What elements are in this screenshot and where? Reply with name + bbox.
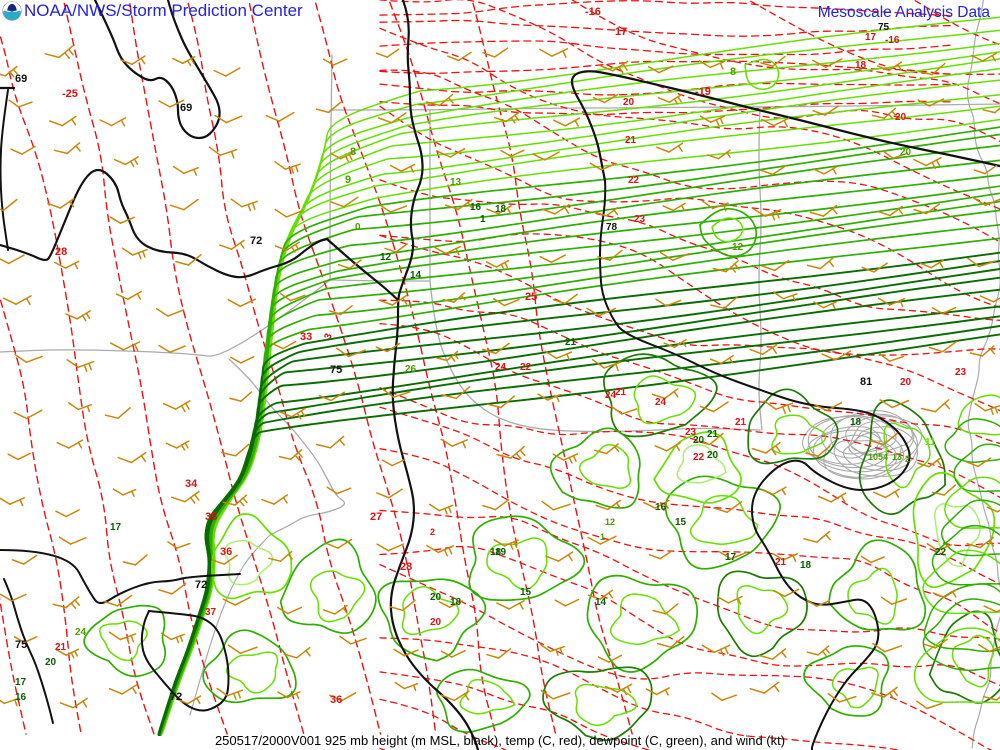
svg-text:13: 13 [892,452,902,462]
svg-text:20: 20 [45,657,57,668]
svg-text:33: 33 [300,331,312,343]
svg-text:18: 18 [800,560,812,571]
svg-text:21: 21 [735,417,747,428]
svg-text:14: 14 [595,597,607,608]
svg-text:36: 36 [220,546,232,558]
svg-text:21: 21 [625,135,637,146]
svg-text:21: 21 [565,337,577,348]
svg-text:69: 69 [15,73,27,85]
svg-text:16: 16 [470,202,482,213]
svg-text:23: 23 [634,214,646,225]
svg-text:12: 12 [732,242,744,253]
svg-text:72: 72 [195,579,207,591]
svg-text:78: 78 [606,222,618,233]
svg-text:20: 20 [623,97,635,108]
svg-text:81: 81 [860,376,872,388]
svg-text:18: 18 [495,204,507,215]
svg-text:9: 9 [345,174,351,186]
svg-text:18: 18 [490,547,502,558]
svg-text:75: 75 [878,22,890,33]
svg-text:35: 35 [205,511,217,523]
svg-text:20: 20 [895,112,907,123]
svg-text:75: 75 [330,364,342,376]
svg-text:-19: -19 [695,86,711,98]
svg-text:18: 18 [850,417,862,428]
svg-text:20: 20 [900,147,912,158]
svg-text:18: 18 [855,60,867,71]
svg-text:22: 22 [628,175,640,186]
svg-text:17: 17 [15,677,27,688]
svg-text:10: 10 [868,452,878,462]
svg-text:37: 37 [205,607,217,618]
svg-text:17: 17 [865,32,877,43]
svg-text:28: 28 [55,246,67,258]
svg-text:72: 72 [250,235,262,247]
svg-text:23: 23 [955,367,967,378]
svg-text:28: 28 [400,561,412,573]
svg-text:20: 20 [430,617,442,628]
svg-text:11: 11 [925,437,936,448]
svg-text:20: 20 [430,592,442,603]
svg-text:2: 2 [430,527,435,537]
svg-text:8: 8 [350,146,356,158]
svg-text:8: 8 [730,66,736,78]
svg-text:1: 1 [600,532,605,542]
svg-text:0: 0 [355,222,361,233]
svg-text:17: 17 [110,522,122,533]
svg-text:17: 17 [615,26,627,38]
svg-text:24: 24 [605,390,617,401]
svg-text:24: 24 [75,627,87,638]
svg-text:25: 25 [525,291,537,303]
svg-text:22: 22 [693,452,705,463]
svg-text:12: 12 [380,252,392,263]
svg-text:24: 24 [495,362,507,373]
svg-text:54: 54 [878,452,888,462]
svg-text:14: 14 [410,270,422,281]
svg-text:21: 21 [707,429,719,440]
svg-text:36: 36 [330,694,342,706]
svg-text:20: 20 [707,450,719,461]
svg-text:75: 75 [15,639,27,651]
svg-text:21: 21 [55,642,67,653]
svg-text:21: 21 [615,387,627,398]
svg-text:15: 15 [675,517,687,528]
svg-text:2: 2 [905,454,910,464]
svg-text:13: 13 [450,177,462,188]
svg-text:17: 17 [725,552,737,563]
svg-text:18: 18 [450,597,462,608]
svg-text:-25: -25 [62,88,78,100]
svg-text:20: 20 [693,435,705,446]
svg-text:26: 26 [405,364,417,375]
svg-text:16: 16 [655,502,667,513]
svg-text:16: 16 [15,692,27,703]
svg-text:1: 1 [480,214,486,225]
svg-text:12: 12 [605,517,615,527]
svg-text:-16: -16 [885,35,900,46]
svg-text:69: 69 [180,102,192,114]
svg-text:-16: -16 [585,6,601,18]
svg-text:24: 24 [655,397,667,408]
svg-text:15: 15 [520,587,532,598]
svg-text:21: 21 [775,557,787,568]
svg-text:20: 20 [900,377,912,388]
svg-text:72: 72 [170,691,182,703]
svg-text:22: 22 [520,362,532,373]
svg-text:22: 22 [935,547,947,558]
svg-text:34: 34 [185,478,198,490]
svg-text:27: 27 [370,511,382,523]
